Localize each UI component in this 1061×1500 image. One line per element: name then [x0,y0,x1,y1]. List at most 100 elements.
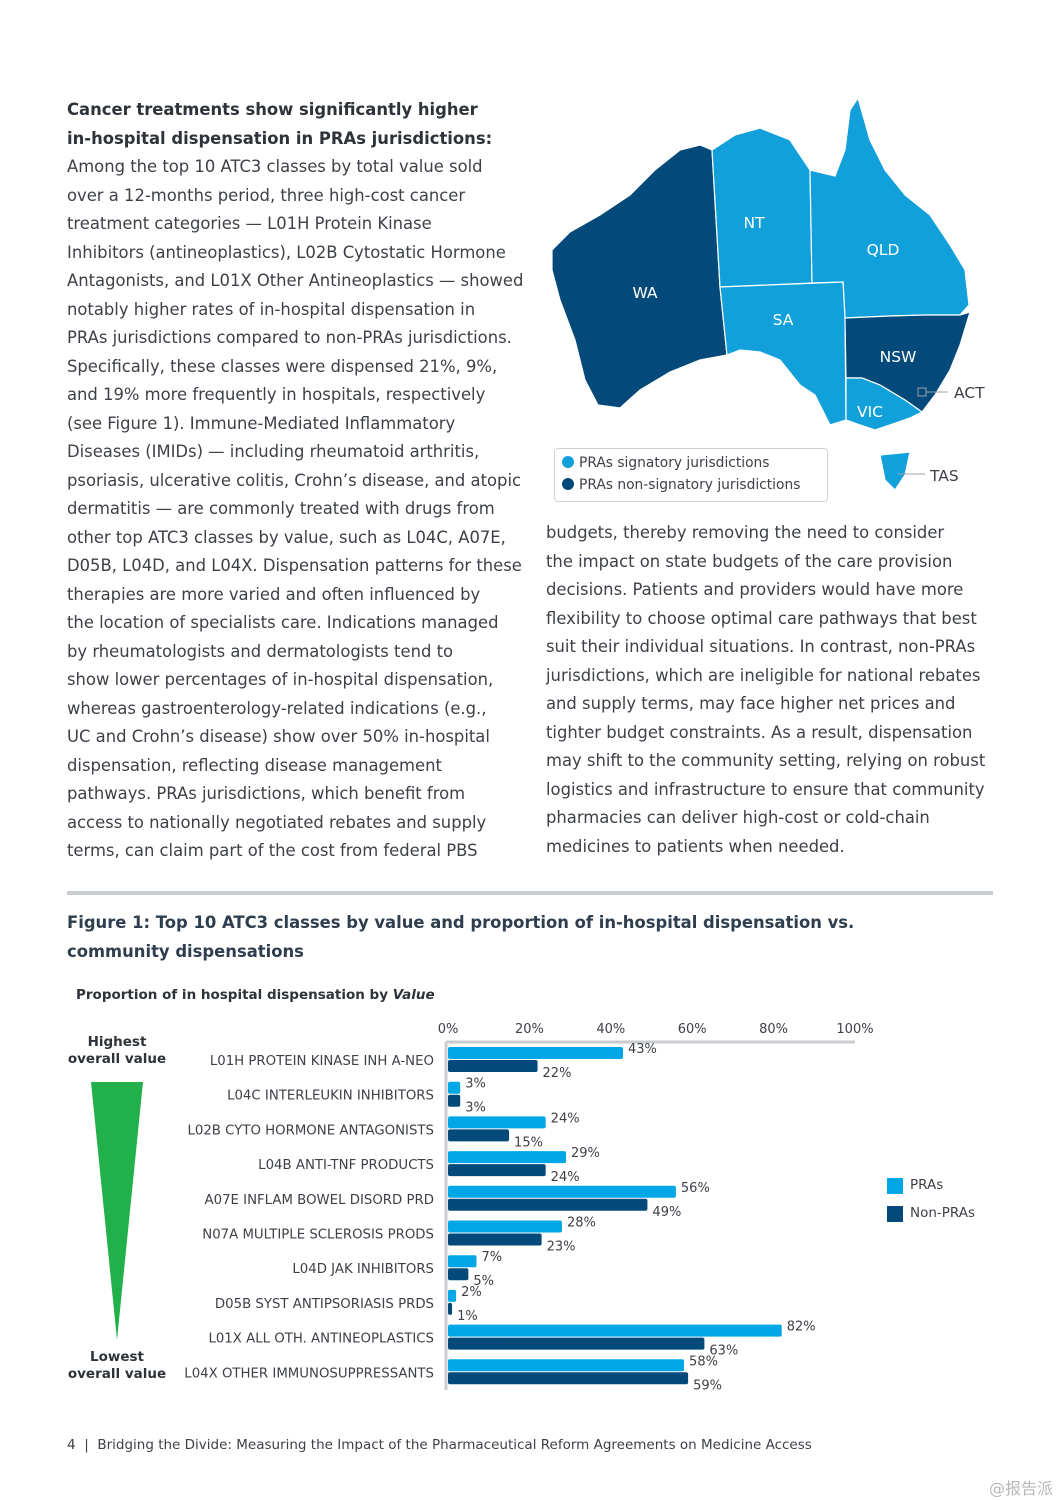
text-line: budgets, thereby removing the need to co… [546,523,945,542]
x-tick-label: 20% [515,1022,544,1037]
x-tick-label: 0% [438,1022,459,1037]
x-tick-label: 60% [678,1022,707,1037]
data-label: 3% [465,1077,486,1092]
legend-signatory: PRAs signatory jurisdictions [562,455,769,471]
map-state-vic [845,377,924,431]
category-label: A07E INFLAM BOWEL DISORD PRD [205,1193,434,1208]
figure-title: Figure 1: Top 10 ATC3 classes by value a… [67,908,854,966]
bar-non-pras [448,1060,538,1072]
bar-non-pras [448,1372,689,1385]
text-line: D05B, L04D, and L04X. Dispensation patte… [67,556,522,575]
highest-value-label: Highest overall value [62,1034,172,1068]
lowest-value-label: Lowest overall value [62,1349,172,1383]
text-line: suit their individual situations. In con… [546,637,976,656]
data-label: 29% [571,1146,600,1161]
map-label-tas: TAS [929,467,959,485]
watermark: @报告派 [988,1479,1053,1498]
label-line: overall value [67,1366,167,1382]
text-line: logistics and infrastructure to ensure t… [546,779,985,799]
text-line: UC and Crohn’s disease) show over 50% in… [67,727,490,746]
text-line: Antagonists, and L01X Other Antineoplast… [67,271,524,290]
bar-pras [448,1255,477,1268]
text-line: Among the top 10 ATC3 classes by total v… [67,157,483,176]
bar-pras [448,1185,676,1198]
text-line: psoriasis, ulcerative colitis, Crohn’s d… [67,470,522,490]
text-line: Cancer treatments show significantly hig… [67,100,478,119]
bar-non-pras [448,1198,648,1211]
text-line: Specifically, these classes were dispens… [67,356,498,376]
legend-non-pras-swatch [887,1206,903,1222]
text-line: tighter budget constraints. As a result,… [546,722,973,742]
text-line: medicines to patients when needed. [546,836,845,856]
australia-map: WA NT QLD SA NSW VIC ACT TAS [551,96,985,491]
data-label: 59% [693,1378,722,1393]
text-line: dermatitis — are commonly treated with d… [67,499,495,518]
text-line: whereas gastroenterology-related indicat… [67,698,487,718]
map-label-vic: VIC [857,403,883,421]
map-label-qld: QLD [867,241,900,259]
text-line: therapies are more varied and often infl… [67,584,481,604]
legend-non-pras-label: Non-PRAs [910,1205,976,1221]
category-label: L04C INTERLEUKIN INHIBITORS [227,1089,434,1104]
chart-subtitle: Proportion of in hospital dispensation b… [76,987,435,1003]
dark-blue-dot-icon [562,478,574,490]
map-label-sa: SA [773,311,794,329]
text-line: in-hospital dispensation in PRAs jurisdi… [67,128,493,148]
data-label: 49% [652,1205,681,1220]
bar-non-pras [448,1233,542,1246]
legend-non-signatory: PRAs non-signatory jurisdictions [562,477,800,493]
category-label: N07A MULTIPLE SCLEROSIS PRODS [202,1228,434,1243]
bar-pras [448,1116,546,1129]
data-label: 22% [543,1066,572,1081]
text-line: over a 12-months period, three high-cost… [67,185,466,205]
right-column-text: budgets, thereby removing the need to co… [546,519,985,861]
text-line: and supply terms, may face higher net pr… [546,694,956,713]
legend-pras-swatch [887,1178,903,1194]
map-label-wa: WA [632,284,657,302]
text-line: show lower percentages of in-hospital di… [67,670,494,689]
map-state-sa [719,281,847,426]
data-label: 56% [681,1181,710,1196]
data-label: 23% [547,1240,576,1255]
bar-non-pras [448,1337,705,1350]
page-footer: 4 | Bridging the Divide: Measuring the I… [67,1437,812,1453]
text-line: decisions. Patients and providers would … [546,580,964,599]
bar-pras [448,1289,457,1302]
category-label: L01H PROTEIN KINASE INH A-NEO [210,1054,434,1069]
data-label: 24% [551,1170,580,1185]
data-label: 63% [709,1344,738,1359]
map-label-nt: NT [743,214,765,232]
text-line: PRAs jurisdictions compared to non-PRAs … [67,328,512,347]
text-line: by rheumatologists and dermatologists te… [67,641,454,661]
category-label: L04B ANTI-TNF PRODUCTS [258,1158,434,1173]
map-label-nsw: NSW [880,348,917,366]
map-state-wa [551,144,728,409]
legend-pras-label: PRAs [910,1177,944,1193]
x-tick-label: 100% [836,1022,873,1037]
footer-title: Bridging the Divide: Measuring the Impac… [97,1437,812,1453]
chart-subtitle-text: Proportion of in hospital dispensation b… [76,987,393,1003]
text-line: Diseases (IMIDs) — including rheumatoid … [67,442,480,461]
left-column-text: Cancer treatments show significantly hig… [67,96,523,866]
bar-pras [448,1047,624,1059]
map-label-act: ACT [954,384,985,402]
text-line: Inhibitors (antineoplastics), L02B Cytos… [67,242,506,262]
text-line: pharmacies can deliver high-cost or cold… [546,808,930,827]
label-line: overall value [67,1051,167,1067]
text-line: flexibility to choose optimal care pathw… [546,608,977,628]
data-label: 43% [628,1042,657,1057]
data-label: 15% [514,1135,543,1150]
text-line: jurisdictions, which are ineligible for … [546,665,981,685]
text-line: pathways. PRAs jurisdictions, which bene… [67,784,466,803]
category-label: L04X OTHER IMMUNOSUPPRESSANTS [184,1366,434,1381]
figure-title-line: community dispensations [67,942,304,961]
category-label: L04D JAK INHIBITORS [292,1262,434,1277]
text-line: (see Figure 1). Immune-Mediated Inflamma… [67,413,456,433]
light-blue-dot-icon [562,456,574,468]
text-line: other top ATC3 classes by value, such as… [67,527,506,547]
legend-non-signatory-label: PRAs non-signatory jurisdictions [579,477,801,493]
chart-subtitle-italic: Value [392,987,435,1003]
value-ranking-triangle [91,1082,143,1340]
map-state-tas [879,451,911,491]
